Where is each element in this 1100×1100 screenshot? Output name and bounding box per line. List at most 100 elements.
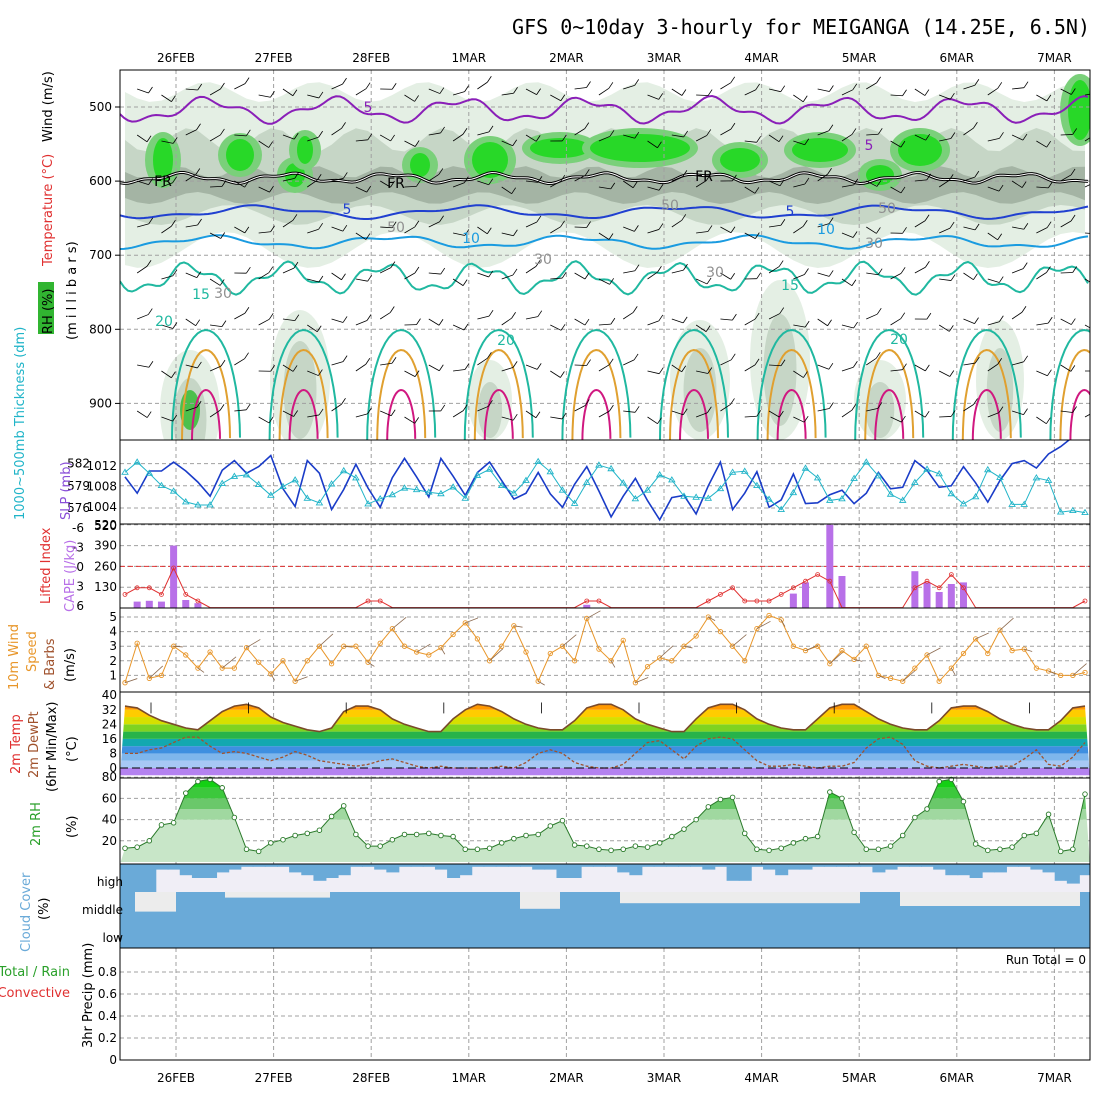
- upper-barb-384: [720, 82, 731, 90]
- upper-barb-327: [634, 225, 639, 232]
- slp-marker-44: [655, 470, 664, 478]
- temp-tick-3: 16: [102, 732, 117, 746]
- date-label-top-3: 1MAR: [452, 51, 487, 65]
- upper-barb-179: [414, 140, 420, 147]
- cape-bar-5: [182, 600, 190, 608]
- upper-barb-612: [1060, 174, 1072, 182]
- upper-barb-381: [707, 367, 713, 374]
- wind10m-barb-56: [805, 644, 819, 651]
- wind-marker-69: [960, 650, 967, 657]
- upper-barb-110: [282, 410, 294, 417]
- upper-barb-182: [404, 226, 416, 234]
- slp-marker-40: [607, 464, 615, 472]
- rh-tick-0: 80: [102, 770, 117, 784]
- upper-barb-80: [258, 94, 271, 98]
- upper-barb-383: [707, 406, 712, 414]
- upper-barb-415: [756, 410, 762, 417]
- upper-barb-278: [550, 226, 561, 234]
- slp-marker-59: [838, 494, 846, 502]
- upper-barb-13: [148, 361, 154, 368]
- upper-barb-74: [234, 312, 246, 320]
- cloud-high-77: [1054, 864, 1068, 881]
- slp-marker-42: [631, 494, 640, 502]
- upper-barb-163: [390, 134, 395, 142]
- upper-barb-440: [793, 274, 805, 280]
- upper-barb-336: [647, 94, 659, 100]
- upper-barb-255: [512, 413, 518, 421]
- upper-barb-629: [1096, 176, 1100, 182]
- slp-marker-72: [996, 473, 1004, 480]
- rh2m-marker-30: [486, 845, 493, 851]
- upper-barb-76: [234, 358, 245, 366]
- upper-barb-367: [682, 408, 688, 415]
- li-marker-1: [134, 585, 140, 591]
- upper-barb-523: [926, 312, 932, 320]
- slp-marker-15: [303, 494, 312, 501]
- upper-barb-380: [696, 370, 708, 374]
- upper-barb-17: [171, 95, 176, 102]
- slp-marker-36: [558, 486, 567, 493]
- cloud-high-42: [629, 864, 643, 876]
- upper-barb-208: [452, 91, 465, 96]
- upper-barb-89: [268, 266, 274, 273]
- cloud-high-33: [520, 864, 534, 867]
- rh2m-marker-63: [887, 843, 894, 849]
- wind10m-label-1: 10m Wind: [7, 624, 22, 690]
- upper-barb-322: [623, 134, 635, 139]
- rh2m-marker-34: [535, 831, 541, 838]
- slp-marker-34: [534, 457, 542, 465]
- wind10m-label-3: & Barbs: [43, 638, 58, 690]
- slp-marker-3: [157, 481, 166, 489]
- upper-barb-247: [513, 229, 518, 236]
- upper-barb-300: [574, 364, 587, 366]
- rh2m-marker-41: [620, 846, 626, 853]
- cloud-high-78: [1066, 864, 1080, 884]
- wind10m-barb-68: [950, 667, 956, 675]
- upper-barb-178: [404, 140, 416, 147]
- contour-25-arc-1: [278, 348, 329, 440]
- date-label-bottom-5: 3MAR: [647, 1071, 682, 1085]
- cape-tick-3: 130: [94, 580, 117, 594]
- slp-marker-35: [546, 467, 555, 475]
- rh2m-marker-74: [1021, 832, 1027, 839]
- upper-barb-61: [220, 359, 226, 367]
- upper-barb-490: [866, 313, 878, 320]
- temp-band-0: [120, 768, 1090, 776]
- wind-marker-30: [486, 658, 493, 664]
- t15-label-1: 15: [192, 287, 210, 303]
- cloud-high-36: [556, 864, 570, 878]
- contour-freezing-inner: [120, 171, 1089, 185]
- date-label-bottom-9: 7MAR: [1037, 1071, 1072, 1085]
- upper-barb-171: [389, 306, 395, 313]
- upper-barb-168: [380, 267, 392, 274]
- upper-barb-598: [1036, 227, 1048, 234]
- upper-barb-413: [754, 358, 760, 366]
- upper-barb-109: [292, 365, 298, 372]
- upper-barb-315: [610, 317, 616, 325]
- upper-wind-barbs: [136, 76, 1100, 425]
- upper-barb-427: [779, 307, 785, 314]
- slp-marker-38: [582, 478, 591, 485]
- upper-barb-88: [258, 272, 270, 280]
- contour-30-arc-5: [679, 388, 709, 440]
- cloud-high-50: [726, 864, 740, 881]
- upper-barb-123: [316, 325, 322, 332]
- upper-barb-133: [342, 172, 348, 179]
- upper-barb-499: [900, 140, 906, 148]
- cloud-low: [120, 920, 1090, 948]
- li-marker-54: [778, 592, 784, 597]
- upper-barb-284: [550, 370, 561, 378]
- upper-barb-363: [682, 316, 688, 324]
- wind10m-barb-78: [1072, 663, 1087, 676]
- rh2m-marker-55: [790, 840, 797, 846]
- li-marker-2: [146, 585, 152, 591]
- upper-barb-422: [768, 224, 781, 228]
- upper-barb-393: [730, 273, 736, 280]
- upper-barb-266: [525, 316, 538, 320]
- precip-tick-0: 0.8: [98, 965, 117, 979]
- wind-marker-75: [1033, 665, 1040, 671]
- wind-marker-48: [705, 614, 711, 620]
- cloud-high-19: [349, 864, 363, 867]
- wind-marker-25: [426, 652, 432, 658]
- upper-barb-155: [366, 314, 372, 321]
